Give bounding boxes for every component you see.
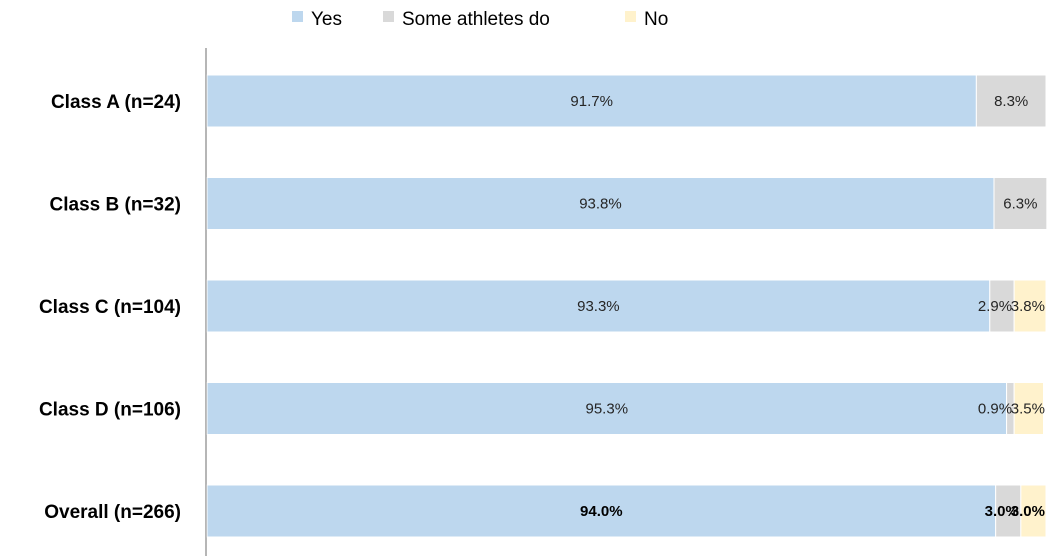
data-label-yes: 95.3% [586,401,629,418]
chart-legend: Yes Some athletes do No [292,9,668,30]
bar-segment-yes [206,74,977,128]
data-label-yes: 91.7% [570,93,613,110]
category-label: Overall (n=266) [44,502,181,523]
bar-segment-yes [206,382,1008,435]
data-label-some-athletes-do: 6.3% [1003,196,1037,213]
bar-segment-some-athletes-do [975,74,1047,128]
legend-label-no: No [644,9,668,30]
category-label: Class D (n=106) [39,400,181,421]
legend-swatch-no [625,11,636,22]
data-label-yes: 93.8% [579,196,622,213]
bar-segment-no [1013,382,1044,435]
plot-area: Class A (n=24) 91.7% 8.3% Class B (n=32) 93.… [39,74,1048,538]
data-label-some-athletes-do: 0.9% [978,401,1012,418]
legend-swatch-yes [292,11,303,22]
bar-segment-no [1020,484,1047,538]
data-label-some-athletes-do: 2.9% [978,298,1012,315]
data-label-no: 3.8% [1011,298,1045,315]
legend-label-some-athletes-do: Some athletes do [402,9,550,30]
data-label-yes: 94.0% [580,503,623,520]
data-label-no: 3.0% [1011,503,1045,520]
legend-swatch-some-athletes-do [383,11,394,22]
bar-segment-yes [206,484,997,538]
data-label-some-athletes-do: 3.0% [985,503,1019,520]
bar-segment-yes [206,177,995,230]
category-label: Class B (n=32) [50,195,181,216]
data-label-some-athletes-do: 8.3% [994,93,1028,110]
legend-label-yes: Yes [311,9,342,30]
bar-segment-some-athletes-do [993,177,1048,230]
data-label-yes: 93.3% [577,298,620,315]
category-label: Class C (n=104) [39,297,181,318]
category-label: Class A (n=24) [51,92,181,113]
data-label-no: 3.5% [1011,401,1045,418]
bar-segment-no [1013,279,1047,333]
